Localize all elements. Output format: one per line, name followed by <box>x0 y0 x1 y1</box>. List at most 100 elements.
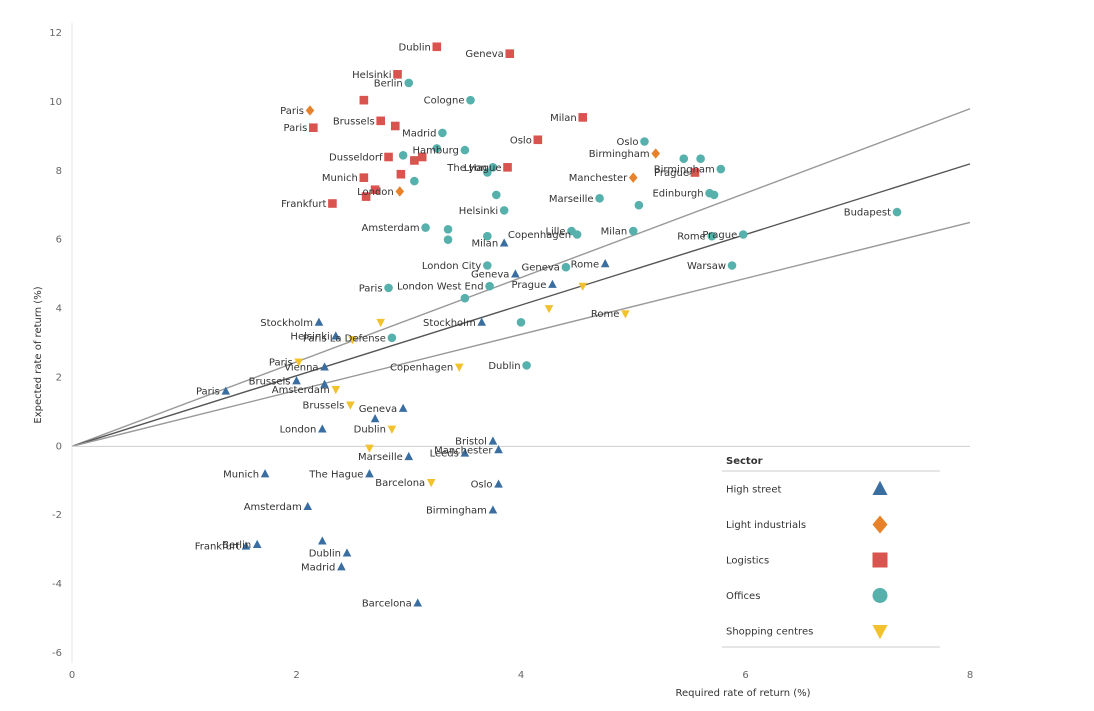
point-high-street <box>398 403 408 412</box>
point-label-high-street: Birmingham <box>426 506 487 517</box>
point-offices <box>492 190 501 200</box>
point-shopping-centres <box>365 444 374 453</box>
point-light-industrials <box>651 148 660 159</box>
point-offices <box>483 168 492 177</box>
point-label-offices: Lille <box>545 227 565 238</box>
point-label-offices: Rome <box>677 232 706 243</box>
point-light-industrials <box>305 105 315 116</box>
point-label-offices: Geneva <box>521 263 559 274</box>
point-label-offices: Copenhagen <box>508 230 571 241</box>
y-tick-label: 4 <box>56 304 62 315</box>
point-label-high-street: Dublin <box>309 549 341 560</box>
point-label-logistics: Munich <box>322 173 358 184</box>
point-label-high-street: Amsterdam <box>244 502 302 513</box>
x-tick-label: 4 <box>518 670 524 681</box>
point-labels: Stockholm Helsinki Vienna Brussels Paris Gene… <box>195 42 891 609</box>
point-offices <box>404 78 414 88</box>
point-high-street <box>303 501 313 511</box>
point-logistics <box>533 135 543 145</box>
point-high-street <box>342 548 352 557</box>
legend-title: Sector <box>726 456 763 467</box>
legend-marker-high-street <box>872 480 888 495</box>
point-logistics <box>359 95 369 105</box>
point-offices <box>595 194 604 203</box>
point-offices <box>738 230 748 239</box>
legend-label-light-industrials: Light industrials <box>726 520 806 531</box>
x-axis-label: Required rate of return (%) <box>675 688 810 699</box>
point-label-offices: London City <box>422 261 482 272</box>
point-label-offices: Berlin <box>374 78 403 89</box>
y-tick-label: 2 <box>56 372 62 383</box>
point-offices <box>727 261 737 270</box>
point-logistics <box>417 152 427 162</box>
point-logistics <box>390 121 400 131</box>
point-offices <box>516 318 526 327</box>
point-label-high-street: Munich <box>223 469 259 480</box>
point-logistics <box>578 113 588 122</box>
point-light-industrials <box>628 172 638 183</box>
point-offices <box>892 207 902 217</box>
point-label-high-street: Geneva <box>359 404 397 415</box>
point-label-high-street: London <box>280 425 317 436</box>
reference-lines <box>71 108 971 448</box>
point-high-street <box>314 317 324 326</box>
point-label-high-street: Berlin <box>222 540 251 551</box>
point-offices <box>398 150 408 160</box>
x-tick-label: 0 <box>69 670 75 681</box>
y-axis-label: Expected rate of return (%) <box>33 286 44 423</box>
point-label-logistics: The Hague <box>446 163 501 174</box>
point-label-shopping-centres: Barcelona <box>375 478 425 489</box>
point-label-high-street: Bristol <box>455 437 487 448</box>
point-logistics <box>503 163 512 172</box>
point-offices <box>572 230 582 239</box>
point-offices <box>410 176 419 186</box>
x-tick-label: 2 <box>293 670 299 681</box>
point-label-logistics: Oslo <box>510 135 532 146</box>
point-label-high-street: The Hague <box>308 469 363 480</box>
point-label-high-street: Rome <box>571 259 600 270</box>
point-high-street <box>252 539 262 548</box>
point-high-street <box>370 414 380 423</box>
point-offices <box>707 231 717 241</box>
point-logistics <box>309 123 318 133</box>
point-logistics <box>410 156 419 165</box>
point-label-high-street: Helsinki <box>290 332 329 343</box>
point-offices <box>716 164 726 174</box>
point-offices <box>421 223 430 232</box>
point-label-offices: Paris La Defense <box>303 333 386 344</box>
point-offices <box>485 281 494 291</box>
point-label-offices: Birmingham <box>654 165 715 176</box>
point-high-street <box>404 451 414 461</box>
point-label-logistics: Brussels <box>333 116 375 127</box>
point-shopping-centres <box>331 386 341 395</box>
point-offices <box>483 261 492 270</box>
y-tick-label: 8 <box>56 166 62 177</box>
y-tick-label: -2 <box>52 510 62 521</box>
point-offices <box>561 262 571 272</box>
point-offices <box>522 361 531 370</box>
point-shopping-centres <box>348 336 357 345</box>
point-label-offices: Madrid <box>402 128 436 139</box>
legend-marker-shopping-centres <box>872 625 888 640</box>
axes: 12 10 8 6 4 2 0 -2 -4 -6 0 2 4 6 8 Required rate of ret… <box>33 23 973 699</box>
point-label-logistics: Prague <box>654 168 689 179</box>
point-logistics <box>328 199 337 208</box>
point-label-offices: Milan <box>601 227 628 238</box>
point-high-street <box>511 269 520 278</box>
legend-label-shopping-centres: Shopping centres <box>726 627 813 638</box>
point-label-high-street: Paris <box>196 387 220 398</box>
point-high-street <box>260 469 270 478</box>
point-shopping-centres <box>426 479 436 488</box>
point-label-offices: Marseille <box>549 194 594 205</box>
point-label-high-street: Vienna <box>284 363 318 374</box>
point-offices <box>499 206 509 215</box>
point-label-offices: Edinburgh <box>652 189 703 200</box>
data-points <box>221 42 902 607</box>
point-label-high-street: Madrid <box>301 562 335 573</box>
point-label-high-street: Stockholm <box>423 318 476 329</box>
point-label-high-street: Leeds <box>430 449 459 460</box>
point-label-light-industrials: London <box>357 187 394 198</box>
point-label-high-street: Geneva <box>471 270 509 281</box>
